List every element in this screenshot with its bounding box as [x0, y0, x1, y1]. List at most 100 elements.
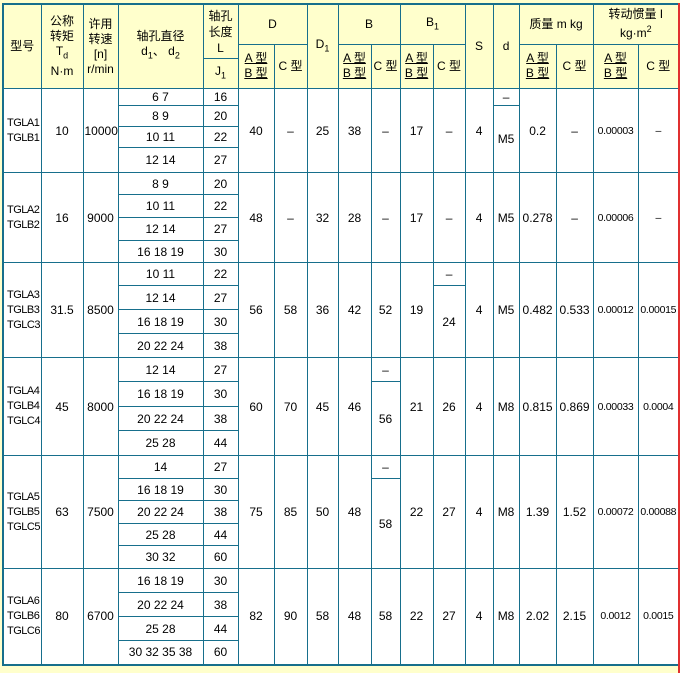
cell-bore-L: 27: [202, 147, 239, 173]
cell-bore-L: 30: [202, 568, 239, 593]
cell-speed: 6700: [82, 568, 119, 665]
cell-d: M8: [492, 357, 520, 456]
table-row: 12 14 27: [3, 147, 679, 173]
cell-inertia-c: 0.0015: [637, 568, 680, 665]
cell-model: TGLA4 TGLB4 TGLC4: [2, 357, 42, 456]
cell-bore-d: 12 14: [117, 217, 204, 241]
cell-model: TGLA2 TGLB2: [2, 172, 42, 263]
cell-bore-L: 22: [202, 126, 239, 148]
table-row: 12 14 27 24: [3, 285, 679, 358]
header-bore-length: 轴孔 长度 L J1: [202, 3, 239, 89]
cell-mass-c: 0.869: [555, 357, 594, 456]
cell-inertia-ab: 0.00006: [592, 172, 639, 263]
cell-B-c: –: [370, 172, 401, 263]
cell-inertia-ab: 0.00012: [592, 262, 639, 358]
cell-mass-c: –: [555, 88, 594, 173]
cell-bore-d: 12 14: [117, 285, 204, 310]
cell-D1: 45: [306, 357, 339, 456]
cell-model: TGLA3 TGLB3 TGLC3: [2, 262, 42, 358]
cell-bore-d: 20 22 24: [117, 406, 204, 431]
cell-bore-d: 20 22 24: [117, 592, 204, 617]
cell-mass-ab: 0.278: [518, 172, 557, 263]
cell-bore-d: 16 18 19: [117, 309, 204, 334]
header-speed: 许用 转速 [n] r/min: [82, 3, 119, 89]
cell-D-ab: 48: [237, 172, 275, 263]
cell-bore-L: 38: [202, 406, 239, 431]
cell-bore-L: 60: [202, 545, 239, 569]
cell-D-c: 90: [273, 568, 308, 665]
table-row: TGLA6 TGLB6 TGLC6 80 6700 16 18 19 30 82 9…: [2, 568, 680, 665]
cell-B1-c: 27: [432, 455, 466, 569]
cell-d: M8: [492, 568, 520, 665]
cell-bore-L: 22: [202, 262, 239, 286]
cell-d-top: –: [492, 88, 520, 106]
cell-torque: 31.5: [40, 262, 84, 358]
header-inertia-type-c: C 型: [637, 43, 680, 90]
cell-B-c-top: –: [370, 455, 401, 479]
cell-D-c: 70: [273, 357, 308, 456]
cell-B-c: 58: [370, 478, 401, 569]
cell-B-ab: 48: [337, 455, 372, 569]
cell-D-c: –: [273, 88, 308, 173]
table-row: 20 22 24 38: [3, 406, 679, 431]
cell-model: TGLA5 TGLB5 TGLC5: [2, 455, 42, 569]
table-row: 20 22 24 38: [3, 592, 679, 617]
cell-B1-ab: 22: [399, 455, 434, 569]
cell-bore-d: 16 18 19: [117, 381, 204, 407]
cell-S: 4: [464, 568, 494, 665]
cell-bore-d: 10 11: [117, 262, 204, 286]
cell-mass-ab: 1.39: [518, 455, 557, 569]
table-row: TGLA2 TGLB2 16 9000 8 9 20 48 – 32 28 – 1…: [2, 172, 680, 263]
cell-model: TGLA6 TGLB6 TGLC6: [2, 568, 42, 665]
table-row: 25 28 44: [3, 430, 679, 456]
header-D-type-c: C 型: [273, 43, 308, 90]
cell-inertia-ab: 0.0012: [592, 568, 639, 665]
cell-B1-c: –: [432, 88, 466, 173]
header-bore-diameter: 轴孔直径 d1、 d2: [117, 3, 204, 89]
cell-bore-d: 30 32 35 38: [117, 640, 204, 665]
header-B-group: B: [337, 3, 401, 45]
table-row: 25 28 44: [3, 616, 679, 641]
cell-d: M5: [492, 172, 520, 263]
cell-mass-ab: 0.482: [518, 262, 557, 358]
table-row: 16 18 19 30 56: [3, 381, 679, 456]
cell-bore-L: 30: [202, 240, 239, 263]
cell-B1-c-top: –: [432, 262, 466, 286]
cell-B-ab: 42: [337, 262, 372, 358]
header-torque: 公称 转矩 Td N·m: [40, 3, 84, 89]
cell-B1-ab: 17: [399, 172, 434, 263]
cell-D1: 25: [306, 88, 339, 173]
cell-B-ab: 46: [337, 357, 372, 456]
cell-inertia-c: –: [637, 172, 680, 263]
cell-B1-ab: 21: [399, 357, 434, 456]
cell-d: M5: [492, 105, 520, 173]
cell-bore-d: 12 14: [117, 357, 204, 382]
table-row: 30 32 35 38 60: [3, 640, 679, 665]
table-row: TGLA1 TGLB1 10 10000 6 7 16 40 – 25 38 – …: [2, 88, 680, 173]
cell-bore-L: 27: [202, 285, 239, 310]
cell-bore-d: 16 18 19: [117, 240, 204, 263]
cell-B1-c: 26: [432, 357, 466, 456]
header-S: S: [464, 3, 494, 89]
cell-mass-ab: 0.2: [518, 88, 557, 173]
cell-B-ab: 48: [337, 568, 372, 665]
table-row: 8 9 20 M5: [3, 105, 679, 173]
table-row: TGLA3 TGLB3 TGLC3 31.5 8500 10 11 22 56 58…: [2, 262, 680, 358]
cell-inertia-ab: 0.00033: [592, 357, 639, 456]
cell-bore-d: 20 22 24: [117, 500, 204, 524]
header-model: 型号: [2, 3, 42, 89]
cell-D-ab: 40: [237, 88, 275, 173]
cell-B1-ab: 17: [399, 88, 434, 173]
cell-torque: 10: [40, 88, 84, 173]
cell-D-c: –: [273, 172, 308, 263]
cell-torque: 45: [40, 357, 84, 456]
cell-mass-c: 2.15: [555, 568, 594, 665]
cell-S: 4: [464, 172, 494, 263]
header-inertia-group: 转动惯量 I kg·m2: [592, 3, 680, 45]
